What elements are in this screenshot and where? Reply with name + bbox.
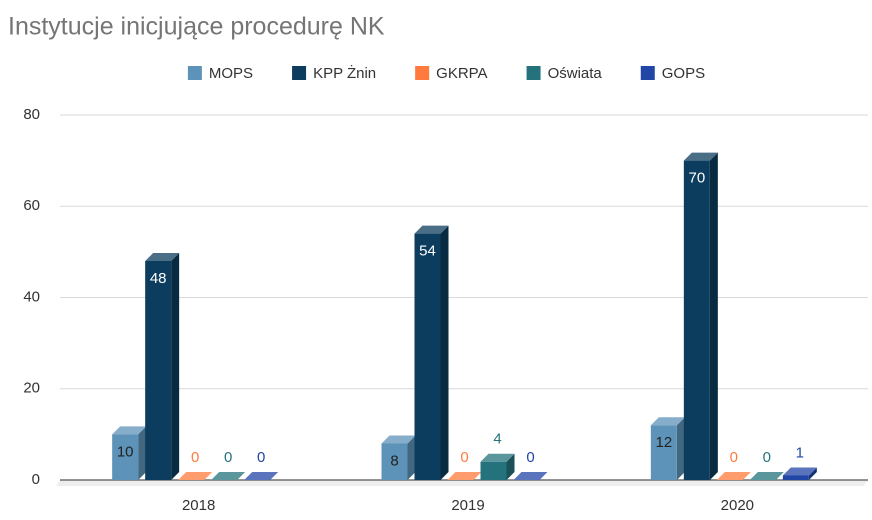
value-label: 12 — [655, 434, 672, 451]
legend-label: KPP Żnin — [313, 64, 376, 82]
y-tick-label: 60 — [23, 197, 40, 214]
bar — [683, 152, 718, 480]
value-label: 0 — [526, 449, 534, 466]
bar — [447, 472, 482, 481]
bar-top — [716, 472, 751, 480]
legend-label: MOPS — [209, 65, 253, 82]
bar-top — [211, 472, 246, 480]
value-label: 0 — [460, 449, 468, 466]
bar-top — [513, 472, 548, 480]
bar-front — [414, 233, 441, 480]
value-label: 0 — [224, 449, 232, 466]
bar-top — [480, 453, 515, 462]
bar-top — [381, 435, 416, 444]
bar-side — [506, 453, 515, 480]
bar — [414, 225, 449, 480]
legend-label: GKRPA — [436, 65, 487, 82]
bar-front — [112, 434, 139, 480]
bar-top — [650, 417, 685, 426]
bar — [244, 472, 279, 481]
bar-front — [480, 461, 507, 480]
bar-side — [138, 426, 147, 480]
x-tick-label: 2018 — [182, 497, 215, 514]
bar-front — [145, 261, 172, 480]
y-tick-label: 80 — [23, 106, 40, 123]
legend-label: GOPS — [662, 65, 705, 82]
bar-top — [145, 253, 180, 261]
bar — [178, 472, 213, 481]
bar-front — [381, 443, 408, 480]
legend-swatch — [640, 66, 655, 80]
legend-swatch — [415, 66, 430, 80]
legend-swatch — [187, 66, 202, 80]
value-label: 70 — [688, 170, 705, 187]
legend-swatch — [526, 66, 541, 80]
bar — [112, 426, 147, 480]
value-label: 0 — [730, 449, 738, 466]
value-label: 0 — [763, 449, 771, 466]
y-tick-label: 0 — [32, 471, 40, 488]
x-tick-label: 2019 — [451, 497, 484, 514]
bar-top — [683, 152, 718, 161]
bar — [716, 472, 751, 481]
legend-swatch — [292, 66, 307, 80]
bar — [480, 453, 515, 480]
bar-side — [676, 417, 685, 480]
bar — [782, 467, 817, 480]
bar-top — [112, 426, 147, 435]
bar-front — [782, 475, 809, 480]
legend-label: Oświata — [548, 65, 603, 82]
bar-front — [683, 160, 710, 480]
bar — [650, 417, 685, 480]
bar — [381, 435, 416, 480]
bar-top — [178, 472, 213, 480]
x-tick-label: 2020 — [721, 497, 754, 514]
bar-side — [808, 467, 817, 480]
bar — [513, 472, 548, 481]
y-tick-label: 20 — [23, 380, 40, 397]
bar-top — [447, 472, 482, 480]
bar-top — [414, 225, 449, 234]
value-label: 8 — [390, 452, 398, 469]
value-label: 48 — [150, 270, 167, 287]
bar-side — [407, 435, 416, 480]
bar — [749, 472, 784, 481]
value-label: 0 — [257, 449, 265, 466]
bar — [145, 253, 180, 480]
value-label: 4 — [493, 431, 501, 448]
legend: MOPS KPP Żnin GKRPA Oświata GOPS — [187, 64, 705, 82]
value-label: 1 — [796, 444, 804, 461]
bar-side — [171, 253, 180, 480]
bar — [211, 472, 246, 481]
value-label: 54 — [419, 243, 436, 260]
y-tick-label: 40 — [23, 288, 40, 305]
bar-side — [709, 152, 718, 480]
bar-front — [650, 425, 677, 480]
floor — [56, 480, 868, 486]
chart-title: Instytucje inicjujące procedurę NK — [8, 13, 385, 41]
bar-top — [244, 472, 279, 480]
bar-top — [749, 472, 784, 480]
value-label: 0 — [191, 449, 199, 466]
bar-side — [440, 225, 449, 480]
bar-top — [782, 467, 817, 476]
value-label: 10 — [117, 443, 134, 460]
